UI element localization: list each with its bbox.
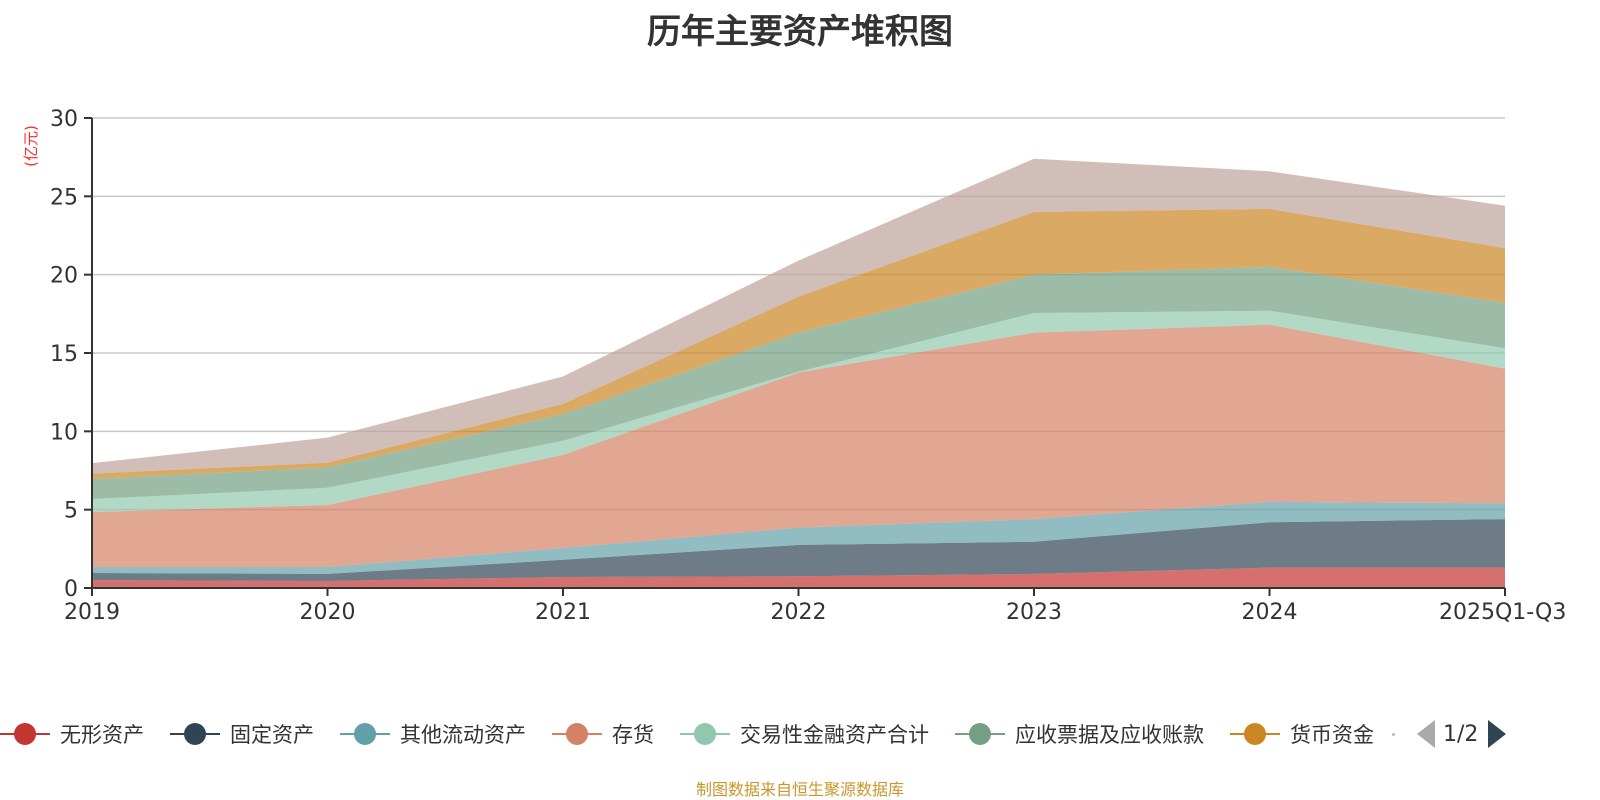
legend-overflow-dot: [1392, 732, 1395, 736]
chart-title: 历年主要资产堆积图: [647, 12, 953, 52]
legend-pager: 1/2: [1417, 720, 1507, 748]
legend-prev-page-icon[interactable]: [1417, 720, 1435, 748]
y-axis-unit-label: (亿元): [22, 125, 40, 167]
legend-label: 货币资金: [1290, 723, 1374, 747]
legend-marker-icon: [1230, 722, 1280, 746]
area-series-8[interactable]: [92, 158, 1505, 474]
x-tick-label: 2023: [1006, 600, 1062, 625]
area-series: [92, 158, 1505, 588]
y-tick-label: 25: [50, 185, 78, 210]
legend-item[interactable]: 其他流动资产: [340, 719, 526, 749]
x-tick-label: 2021: [535, 600, 591, 625]
legend-marker-icon: [0, 722, 50, 746]
x-tick-label: 2025Q1-Q3: [1439, 600, 1566, 625]
y-tick-label: 30: [50, 107, 78, 132]
legend-marker-icon: [552, 722, 602, 746]
legend-next-page-icon[interactable]: [1488, 720, 1507, 748]
area-series-7[interactable]: [92, 208, 1505, 479]
area-series-2[interactable]: [92, 519, 1505, 581]
y-tick-label: 5: [64, 499, 78, 524]
axes: 0 5 10 15 20 25 30 2019 2020 2021 2022 2023 2024 2025…: [50, 107, 1566, 625]
y-tick-label: 10: [50, 420, 78, 445]
x-tick-label: 2024: [1242, 600, 1298, 625]
chart-plot: 0 5 10 15 20 25 30 2019 2020 2021 2022 2023 2024 2025…: [22, 107, 1566, 625]
legend-label: 交易性金融资产合计: [740, 723, 929, 747]
legend-item[interactable]: 货币资金: [1230, 719, 1374, 749]
legend-label: 固定资产: [230, 723, 314, 747]
legend-marker-icon: [170, 722, 220, 746]
legend-marker-icon: [340, 722, 390, 746]
legend-item[interactable]: 存货: [552, 719, 654, 749]
area-series-4[interactable]: [92, 324, 1505, 568]
y-tick-label: 15: [50, 342, 78, 367]
area-series-6[interactable]: [92, 266, 1505, 500]
x-tick-label: 2022: [771, 600, 827, 625]
area-series-3[interactable]: [92, 501, 1505, 574]
legend: 无形资产 固定资产 其他流动资产 存货 交易性金融资产合计 应收票据及应收账款 货币资金 1/…: [0, 716, 1600, 752]
legend-label: 其他流动资产: [400, 723, 526, 747]
data-source-footer: 制图数据来自恒生聚源数据库: [695, 780, 904, 799]
y-tick-label: 0: [64, 577, 78, 602]
legend-marker-icon: [680, 722, 730, 746]
legend-item[interactable]: 固定资产: [170, 719, 314, 749]
legend-label: 无形资产: [60, 723, 144, 747]
area-series-1[interactable]: [92, 567, 1505, 588]
legend-item[interactable]: 无形资产: [0, 719, 144, 749]
legend-marker-icon: [955, 722, 1005, 746]
y-tick-label: 20: [50, 264, 78, 289]
legend-page-indicator: 1/2: [1443, 721, 1479, 747]
x-tick-label: 2019: [64, 600, 120, 625]
legend-label: 应收票据及应收账款: [1015, 723, 1204, 747]
area-series-5[interactable]: [92, 310, 1505, 513]
x-tick-label: 2020: [300, 600, 356, 625]
legend-item[interactable]: 交易性金融资产合计: [680, 719, 929, 749]
legend-item[interactable]: 应收票据及应收账款: [955, 719, 1204, 749]
legend-label: 存货: [612, 723, 654, 747]
